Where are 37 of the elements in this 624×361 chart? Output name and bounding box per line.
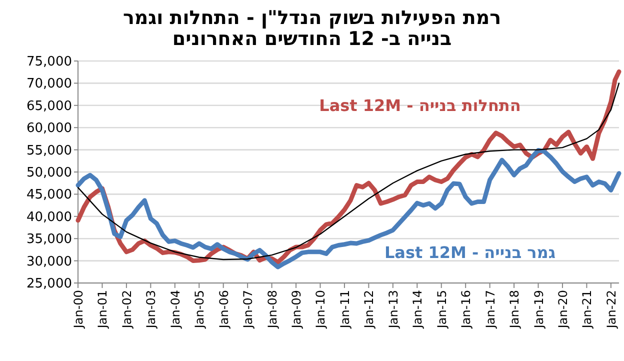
- x-tick-label: Jan-10: [314, 290, 328, 330]
- x-tick-label: Jan-18: [508, 290, 522, 330]
- x-tick-label: Jan-00: [72, 290, 86, 330]
- y-tick-label: 70,000: [26, 76, 72, 92]
- x-tick-label: Jan-05: [192, 290, 207, 330]
- x-tick-label: Jan-08: [265, 290, 280, 330]
- y-tick-label: 25,000: [26, 276, 72, 292]
- y-tick-label: 40,000: [26, 210, 72, 225]
- x-tick-label: Jan-20: [556, 290, 570, 330]
- y-tick-label: 75,000: [26, 54, 72, 70]
- x-tick-label: Jan-15: [434, 290, 449, 330]
- y-tick-label: 30,000: [26, 254, 72, 270]
- x-tick-label: Jan-19: [532, 290, 546, 330]
- y-tick-label: 60,000: [26, 121, 72, 136]
- series-label: גמר בנייה - Last 12M: [384, 243, 556, 262]
- x-tick-label: Jan-13: [386, 290, 400, 330]
- x-tick-label: Jan-02: [120, 290, 134, 330]
- x-tick-label: Jan-22: [604, 290, 618, 330]
- series-label: התחלות בנייה - Last 12M: [319, 96, 521, 115]
- y-tick-label: 45,000: [26, 188, 72, 203]
- y-tick-label: 55,000: [26, 143, 72, 158]
- x-tick-label: Jan-14: [410, 290, 425, 330]
- x-tick-label: Jan-01: [96, 290, 110, 330]
- y-tick-label: 65,000: [26, 98, 72, 114]
- y-tick-label: 50,000: [26, 166, 72, 180]
- x-tick-label: Jan-06: [216, 290, 231, 330]
- x-tick-label: Jan-07: [241, 290, 256, 330]
- x-tick-label: Jan-09: [290, 290, 304, 330]
- x-tick-label: Jan-11: [338, 290, 352, 330]
- x-tick-label: Jan-12: [362, 290, 376, 330]
- x-tick-label: Jan-16: [459, 290, 474, 330]
- x-tick-label: Jan-03: [144, 290, 158, 330]
- x-tick-label: Jan-21: [580, 290, 594, 330]
- x-tick-label: Jan-04: [168, 290, 182, 330]
- x-tick-label: Jan-17: [483, 290, 498, 330]
- chart-title: רמת הפעילות בשוק הנדל"ן - התחלות וגמר בנייה ב- 12 החודשים האחרונים: [122, 7, 502, 50]
- y-tick-label: 35,000: [26, 232, 72, 248]
